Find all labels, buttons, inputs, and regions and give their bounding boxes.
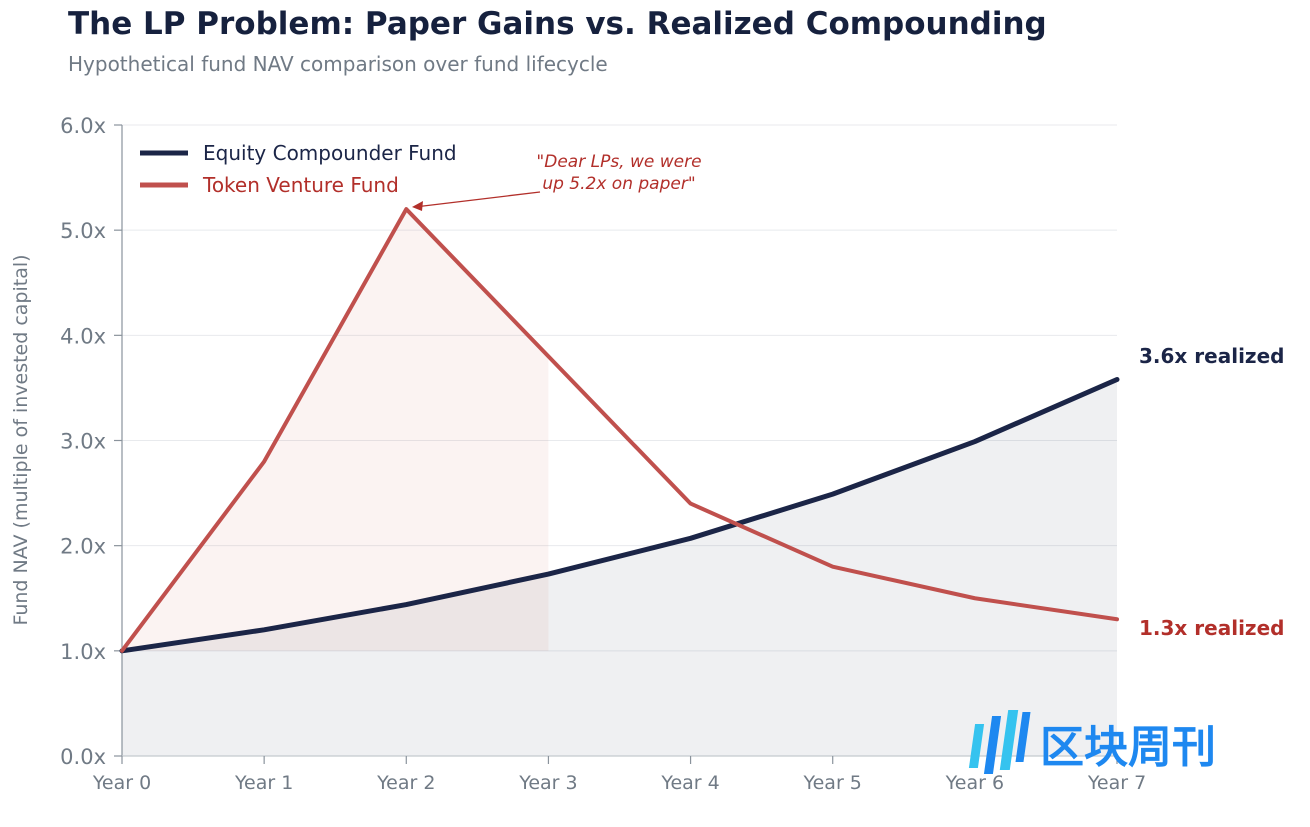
series-0-point-1 bbox=[262, 628, 266, 632]
series-lines bbox=[119, 207, 1120, 654]
series-0-point-6 bbox=[973, 440, 977, 444]
axes: 0.0x 1.0x 2.0x 3.0x 4.0x 5.0x 6.0x Year 0 Year 1… bbox=[60, 114, 1146, 794]
series-0-point-5 bbox=[831, 492, 835, 496]
annotation: "Dear LPs, we were up 5.2x on paper" bbox=[412, 152, 702, 211]
area-equity bbox=[122, 379, 1117, 756]
series-1-point-4 bbox=[689, 502, 693, 506]
x-tick-label-3: Year 3 bbox=[518, 772, 577, 794]
end-label-equity: 3.6x realized bbox=[1139, 344, 1284, 368]
series-1-point-3 bbox=[546, 354, 550, 358]
x-tick-label-1: Year 1 bbox=[234, 772, 293, 794]
series-0-point-2 bbox=[404, 603, 408, 607]
series-0-point-3 bbox=[546, 572, 550, 576]
series-1-point-5 bbox=[831, 565, 835, 569]
annotation-line-2: up 5.2x on paper" bbox=[542, 174, 695, 194]
annotation-arrowhead bbox=[412, 201, 423, 211]
watermark: 区块周刊 bbox=[968, 710, 1216, 774]
series-1-point-1 bbox=[262, 460, 266, 464]
series-line-0 bbox=[119, 377, 1120, 654]
x-tick-label-5: Year 5 bbox=[803, 772, 862, 794]
series-1-point-7 bbox=[1115, 617, 1119, 621]
logo-bars-icon bbox=[968, 710, 1031, 774]
series-line-1 bbox=[120, 207, 1119, 653]
series-1-point-0 bbox=[120, 649, 124, 653]
area-fills bbox=[122, 209, 1117, 756]
legend-label-equity: Equity Compounder Fund bbox=[203, 141, 457, 165]
x-tick-label-6: Year 6 bbox=[945, 772, 1004, 794]
area-token-paper-gains bbox=[122, 209, 549, 651]
series-0-point-4 bbox=[689, 536, 693, 540]
y-tick-label-0: 0.0x bbox=[60, 745, 106, 769]
x-tick-label-0: Year 0 bbox=[92, 772, 151, 794]
annotation-line-1: "Dear LPs, we were bbox=[536, 152, 701, 172]
y-tick-label-3: 3.0x bbox=[60, 430, 106, 454]
series-1-point-2 bbox=[404, 207, 408, 211]
end-label-token: 1.3x realized bbox=[1139, 616, 1284, 640]
x-tick-label-2: Year 2 bbox=[376, 772, 435, 794]
series-1-point-6 bbox=[973, 596, 977, 600]
x-tick-label-4: Year 4 bbox=[660, 772, 719, 794]
chart-title: The LP Problem: Paper Gains vs. Realized… bbox=[68, 6, 1047, 42]
y-tick-label-1: 1.0x bbox=[60, 640, 106, 664]
annotation-arrow bbox=[414, 191, 541, 208]
grid-lines bbox=[122, 124, 1117, 652]
series-0-point-7 bbox=[1115, 378, 1119, 382]
y-tick-label-4: 4.0x bbox=[60, 324, 106, 348]
watermark-text: 区块周刊 bbox=[1040, 722, 1216, 773]
y-tick-label-5: 5.0x bbox=[60, 219, 106, 243]
x-tick-label-7: Year 7 bbox=[1087, 772, 1146, 794]
legend: Equity Compounder Fund Token Venture Fun… bbox=[140, 141, 457, 197]
y-axis-label: Fund NAV (multiple of invested capital) bbox=[10, 254, 32, 625]
y-tick-label-6: 6.0x bbox=[60, 114, 106, 138]
y-tick-label-2: 2.0x bbox=[60, 535, 106, 559]
legend-label-token: Token Venture Fund bbox=[202, 173, 399, 197]
chart-subtitle: Hypothetical fund NAV comparison over fu… bbox=[68, 52, 608, 76]
